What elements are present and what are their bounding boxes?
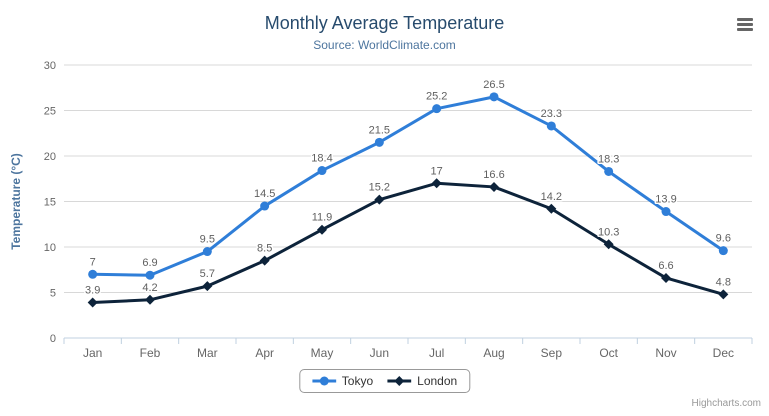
london-data-label: 11.9 — [312, 212, 333, 224]
london-data-point[interactable] — [374, 194, 385, 205]
tokyo-series-line — [91, 95, 725, 277]
legend-item-tokyo[interactable]: Tokyo — [311, 374, 374, 388]
london-data-label: 8.5 — [257, 243, 272, 255]
tokyo-data-label: 13.9 — [655, 194, 676, 206]
london-data-point[interactable] — [431, 178, 442, 189]
hamburger-icon — [737, 28, 753, 31]
london-data-point[interactable] — [718, 289, 729, 300]
london-series-line — [91, 181, 725, 305]
legend-item-london[interactable]: London — [387, 374, 457, 388]
london-data-point[interactable] — [546, 203, 557, 214]
london-data-point[interactable] — [603, 239, 614, 250]
london-data-point[interactable] — [259, 255, 270, 266]
hamburger-icon — [737, 18, 753, 21]
x-axis-tick-label: Oct — [599, 346, 618, 360]
x-axis-tick-label: Aug — [483, 346, 504, 360]
y-axis-tick-label: 5 — [50, 288, 56, 300]
london-data-label: 4.8 — [716, 276, 731, 288]
london-data-label: 15.2 — [369, 182, 390, 194]
tokyo-data-point[interactable] — [604, 166, 614, 176]
london-data-point[interactable] — [489, 181, 499, 192]
tokyo-data-label: 7 — [90, 256, 96, 268]
tokyo-data-label: 25.2 — [426, 91, 447, 103]
london-data-label: 4.2 — [142, 282, 157, 294]
london-data-label: 10.3 — [598, 226, 619, 238]
tokyo-data-point[interactable] — [317, 166, 327, 176]
legend-item-label: Tokyo — [341, 374, 374, 388]
credits-link[interactable]: Highcharts.com — [691, 398, 761, 409]
y-axis-tick-label: 15 — [44, 197, 56, 209]
hamburger-icon — [737, 23, 753, 26]
tokyo-data-label: 9.6 — [716, 233, 731, 245]
tokyo-data-point[interactable] — [145, 270, 155, 280]
y-axis-tick-label: 0 — [50, 333, 56, 345]
tokyo-data-label: 21.5 — [369, 124, 390, 136]
x-axis-tick-label: May — [311, 346, 334, 360]
y-axis-tick-label: 25 — [44, 106, 56, 118]
x-axis-tick-label: Apr — [255, 346, 274, 360]
chart-context-menu-button[interactable] — [737, 18, 753, 31]
tokyo-data-label: 6.9 — [142, 257, 157, 269]
chart-subtitle: Source: WorldClimate.com — [313, 38, 456, 52]
tokyo-data-label: 18.3 — [598, 153, 619, 165]
tokyo-series-marker-icon — [311, 376, 336, 386]
tokyo-data-label: 9.5 — [200, 234, 215, 246]
london-data-label: 5.7 — [200, 268, 215, 280]
tokyo-data-label: 26.5 — [483, 79, 504, 91]
legend-item-label: London — [417, 374, 458, 388]
x-axis-tick-label: Mar — [197, 346, 218, 360]
x-axis-tick-label: Jul — [429, 346, 444, 360]
london-data-point[interactable] — [317, 224, 327, 235]
y-axis-tick-label: 10 — [44, 242, 56, 254]
tokyo-data-point[interactable] — [88, 269, 98, 279]
london-data-point[interactable] — [87, 297, 98, 308]
tokyo-data-label: 23.3 — [541, 108, 562, 120]
tokyo-data-label: 18.4 — [311, 153, 332, 165]
x-axis-tick-label: Sep — [541, 346, 563, 360]
tokyo-data-point[interactable] — [489, 92, 499, 102]
tokyo-data-point[interactable] — [202, 247, 212, 257]
london-series-marker-icon — [387, 376, 412, 386]
london-data-label: 16.6 — [483, 169, 504, 181]
london-data-point[interactable] — [202, 281, 213, 292]
tokyo-data-point[interactable] — [432, 104, 442, 114]
tokyo-data-label: 14.5 — [254, 188, 275, 200]
london-data-label: 17 — [431, 165, 443, 177]
x-axis-tick-label: Dec — [713, 346, 734, 360]
tokyo-data-point[interactable] — [546, 121, 556, 131]
tokyo-data-point[interactable] — [374, 137, 384, 147]
tokyo-data-point[interactable] — [718, 246, 728, 256]
y-axis-tick-label: 30 — [44, 60, 56, 72]
x-axis-tick-label: Nov — [655, 346, 676, 360]
london-data-label: 14.2 — [541, 191, 562, 203]
tokyo-data-point[interactable] — [661, 207, 671, 217]
london-data-point[interactable] — [661, 272, 671, 283]
y-axis-tick-label: 20 — [44, 151, 56, 163]
x-axis-tick-label: Jun — [370, 346, 389, 360]
x-axis-tick-label: Jan — [83, 346, 102, 360]
tokyo-data-point[interactable] — [260, 201, 270, 211]
legend: Tokyo London — [298, 369, 471, 393]
london-data-label: 3.9 — [85, 285, 100, 297]
y-axis-title: Temperature (°C) — [9, 153, 23, 250]
x-axis-tick-label: Feb — [140, 346, 161, 360]
chart-title: Monthly Average Temperature — [264, 13, 505, 33]
london-data-point[interactable] — [145, 294, 155, 305]
london-data-label: 6.6 — [658, 260, 673, 272]
